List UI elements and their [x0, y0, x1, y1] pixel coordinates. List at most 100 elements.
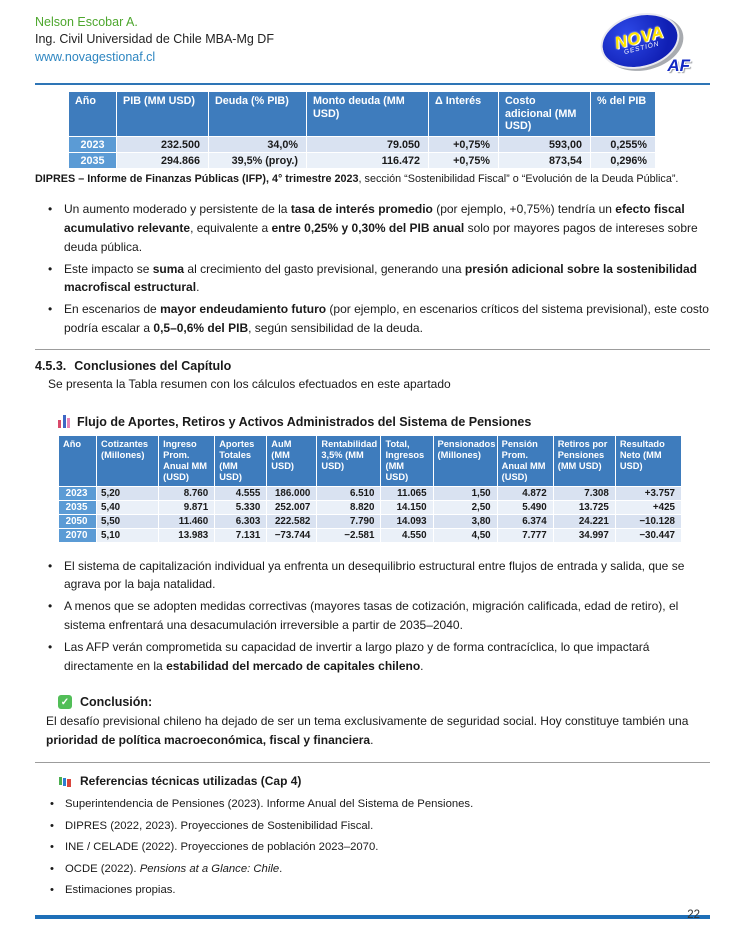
column-header: Resultado Neto (MM USD) [614, 434, 683, 487]
text-run: . [196, 280, 200, 295]
year-cell: 2035 [68, 152, 117, 170]
text-run: El sistema de capitalización individual … [64, 558, 685, 592]
table-header-row: Año Cotizantes (Millones) Ingreso Prom. An… [57, 434, 683, 487]
column-header: Deuda (% PIB) [208, 90, 307, 138]
data-cell: 0,255% [590, 136, 656, 154]
data-cell: 186.000 [266, 485, 318, 501]
author-name: Nelson Escobar A. [35, 15, 138, 29]
text-run: al crecimiento del gasto previsional, ge… [184, 261, 465, 276]
text-run: , equivalente a [190, 221, 272, 236]
data-cell: 5.490 [496, 499, 554, 515]
column-header: Rentabilidad 3,5% (MM USD) [316, 434, 382, 487]
pension-table-title: Flujo de Aportes, Retiros y Activos Admi… [77, 414, 532, 429]
text-run: 0,5–0,6% del PIB [153, 321, 249, 336]
data-cell: 24.221 [552, 513, 616, 529]
text-run: prioridad de política macroeconómica, fi… [46, 733, 371, 748]
conclusion-heading: Conclusión: [80, 695, 153, 710]
logo-text-af: AF [667, 56, 690, 75]
list-item: Un aumento moderado y persistente de la … [48, 200, 710, 256]
column-header: Total, Ingresos (MM USD) [380, 434, 434, 487]
column-header: Pensionados (Millones) [432, 434, 498, 487]
header-divider [35, 83, 710, 85]
text-run: (por ejemplo, en escenarios críticos del… [64, 302, 709, 336]
references-heading: Referencias técnicas utilizadas (Cap 4) [80, 774, 302, 789]
pension-table-title-row: Flujo de Aportes, Retiros y Activos Admi… [58, 415, 710, 429]
author-block: Nelson Escobar A. Ing. Civil Universidad… [35, 14, 274, 66]
data-cell: 5.330 [214, 499, 268, 515]
page-number: 22 [687, 909, 700, 921]
text-run: INE / CELADE (2022). Proyecciones de pob… [65, 841, 379, 854]
data-cell: 14.093 [380, 513, 434, 529]
data-cell: 3,80 [432, 513, 498, 529]
data-cell: 593,00 [498, 136, 591, 154]
year-cell: 2023 [57, 485, 98, 501]
text-run: Este impacto se [64, 261, 153, 276]
list-item: Estimaciones propias. [50, 880, 710, 902]
list-item: El sistema de capitalización individual … [48, 557, 710, 595]
table-row: 2050 5,50 11.460 6.303 222.582 7.790 14.093 3,8… [57, 513, 683, 529]
data-cell: −73.744 [266, 527, 318, 543]
section-title: Conclusiones del Capítulo [74, 358, 232, 373]
conclusion-paragraph: El desafío previsional chileno ha dejado… [46, 712, 696, 750]
year-cell: 2023 [68, 136, 117, 154]
author-title: Ing. Civil Universidad de Chile MBA-Mg D… [35, 32, 274, 46]
data-cell: 222.582 [266, 513, 318, 529]
text-run: , sección “Sostenibilidad Fiscal” o “Evo… [358, 173, 679, 186]
text-run: . [420, 658, 424, 673]
data-cell: 7.131 [214, 527, 268, 543]
data-cell: 8.820 [316, 499, 382, 515]
data-cell: 873,54 [498, 152, 591, 170]
data-cell: +0,75% [428, 136, 499, 154]
data-cell: 116.472 [306, 152, 429, 170]
column-header: Monto deuda (MM USD) [306, 90, 429, 138]
text-run: Pensions at a Glance: Chile [139, 862, 280, 875]
text-run: En escenarios de [64, 302, 161, 317]
books-icon [58, 775, 72, 788]
data-cell: 252.007 [266, 499, 318, 515]
data-cell: −2.581 [316, 527, 382, 543]
column-header: PIB (MM USD) [116, 90, 209, 138]
list-item: En escenarios de mayor endeudamiento fut… [48, 300, 710, 338]
column-header: Costo adicional (MM USD) [498, 90, 591, 138]
year-cell: 2050 [57, 513, 98, 529]
text-run: suma [152, 261, 185, 276]
list-item: Este impacto se suma al crecimiento del … [48, 260, 710, 298]
text-run: (por ejemplo, +0,75%) tendría un [432, 202, 616, 217]
data-cell: 14.150 [380, 499, 434, 515]
text-run: mayor endeudamiento futuro [160, 302, 327, 317]
text-run: , según sensibilidad de la deuda. [248, 321, 423, 336]
text-run: Estimaciones propias. [65, 884, 176, 897]
table-row: 2023 232.500 34,0% 79.050 +0,75% 593,00 0,255% [68, 136, 656, 154]
data-cell: −30.447 [614, 527, 683, 543]
column-header: Año [57, 434, 98, 487]
text-run: entre 0,25% y 0,30% del PIB anual [271, 221, 465, 236]
system-conclusions-bullet-list: El sistema de capitalización individual … [48, 557, 710, 676]
data-cell: 1,50 [432, 485, 498, 501]
text-run: efecto fiscal acumulativo relevante [64, 202, 685, 236]
text-run: Superintendencia de Pensiones (2023). In… [65, 798, 474, 811]
fiscal-impact-bullet-list: Un aumento moderado y persistente de la … [48, 200, 710, 338]
column-header: Cotizantes (Millones) [96, 434, 160, 487]
data-cell: +425 [614, 499, 683, 515]
data-cell: 6.510 [316, 485, 382, 501]
year-cell: 2035 [57, 499, 98, 515]
data-cell: 5,10 [96, 527, 160, 543]
list-item: OCDE (2022). Pensions at a Glance: Chile… [50, 859, 710, 881]
section-divider [35, 348, 710, 350]
table-row: 2070 5,10 13.983 7.131 −73.744 −2.581 4.550 4,5… [57, 527, 683, 543]
year-cell: 2070 [57, 527, 98, 543]
website-link[interactable]: www.novagestionaf.cl [35, 50, 156, 64]
data-cell: 5,50 [96, 513, 160, 529]
data-cell: 7.790 [316, 513, 382, 529]
data-cell: 39,5% (proy.) [208, 152, 307, 170]
list-item: A menos que se adopten medidas correctiv… [48, 597, 710, 635]
column-header: Año [68, 90, 117, 138]
column-header: Pensión Prom. Anual MM (USD) [496, 434, 554, 487]
list-item: INE / CELADE (2022). Proyecciones de pob… [50, 837, 710, 859]
fiscal-debt-table: Año PIB (MM USD) Deuda (% PIB) Monto deuda … [68, 90, 656, 170]
data-cell: 232.500 [116, 136, 209, 154]
references-divider [35, 762, 710, 764]
references-heading-row: Referencias técnicas utilizadas (Cap 4) [58, 774, 710, 788]
text-run: Un aumento moderado y persistente de la [64, 202, 291, 217]
